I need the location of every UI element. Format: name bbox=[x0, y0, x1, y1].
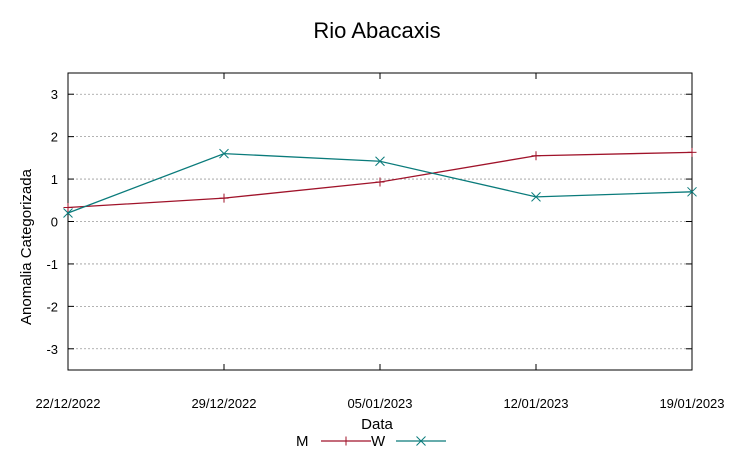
legend-marker-m bbox=[341, 436, 351, 446]
y-tick-label: -3 bbox=[46, 342, 58, 357]
x-tick-label: 22/12/2022 bbox=[35, 396, 100, 411]
y-axis-ticks: -3 -2 -1 0 1 2 3 bbox=[46, 87, 692, 357]
series-layer bbox=[63, 147, 697, 218]
y-tick-label: -1 bbox=[46, 257, 58, 272]
y-axis-label: Anomalia Categorizada bbox=[18, 168, 35, 325]
data-point-w bbox=[63, 208, 73, 218]
data-point-m bbox=[687, 147, 697, 157]
data-point-w bbox=[687, 186, 697, 197]
y-tick-label: 2 bbox=[51, 130, 58, 145]
data-point-m bbox=[531, 151, 541, 161]
y-tick-label: 1 bbox=[51, 172, 58, 187]
data-point-w bbox=[531, 192, 541, 202]
data-point-w bbox=[219, 148, 229, 159]
data-point-m bbox=[63, 202, 73, 212]
legend-label-w: W bbox=[371, 433, 386, 450]
x-tick-label: 05/01/2023 bbox=[347, 396, 412, 411]
x-axis-label: Data bbox=[361, 416, 393, 433]
x-axis-ticks: 22/12/2022 29/12/2022 05/01/2023 12/01/2023… bbox=[35, 73, 725, 411]
y-tick-label: 0 bbox=[51, 215, 58, 230]
data-point-m bbox=[219, 193, 229, 203]
data-point-w bbox=[375, 156, 385, 167]
data-point-m bbox=[375, 177, 385, 187]
x-tick-label: 12/01/2023 bbox=[503, 396, 568, 411]
grid-lines bbox=[68, 93, 692, 350]
x-tick-label: 19/01/2023 bbox=[659, 396, 724, 411]
y-tick-label: -2 bbox=[46, 299, 58, 314]
legend-marker-w bbox=[416, 436, 426, 446]
x-tick-label: 29/12/2022 bbox=[191, 396, 256, 411]
chart-title: Rio Abacaxis bbox=[313, 18, 440, 43]
y-tick-label: 3 bbox=[51, 87, 58, 102]
legend-label-m: M bbox=[296, 433, 309, 450]
